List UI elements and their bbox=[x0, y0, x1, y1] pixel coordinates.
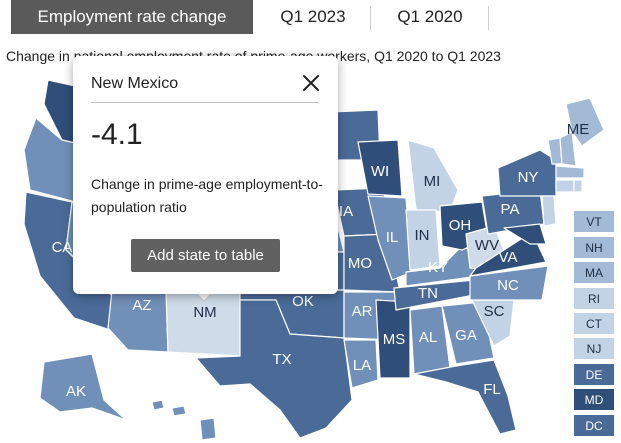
side-box-dc[interactable]: DC bbox=[574, 415, 614, 436]
state-az[interactable] bbox=[107, 289, 169, 353]
state-ny[interactable] bbox=[497, 149, 557, 197]
state-va[interactable] bbox=[469, 231, 547, 277]
state-ak[interactable] bbox=[39, 353, 127, 421]
state-popup: New Mexico -4.1 Change in prime-age empl… bbox=[73, 56, 338, 294]
tab-divider bbox=[488, 6, 489, 30]
close-icon[interactable] bbox=[301, 73, 321, 93]
state-in[interactable] bbox=[405, 209, 441, 271]
side-box-de[interactable]: DE bbox=[574, 364, 614, 385]
state-ct[interactable] bbox=[555, 179, 575, 193]
state-nc[interactable] bbox=[469, 265, 549, 301]
side-box-md[interactable]: MD bbox=[574, 389, 614, 410]
tab-bar: Employment rate change Q1 2023 Q1 2020 bbox=[0, 0, 621, 36]
state-me[interactable] bbox=[565, 97, 605, 147]
label-hi: HI bbox=[179, 423, 194, 440]
tab-employment-rate-change[interactable]: Employment rate change bbox=[11, 0, 253, 34]
state-hi-3[interactable] bbox=[199, 417, 217, 441]
state-wi[interactable] bbox=[357, 139, 403, 197]
state-nj[interactable] bbox=[541, 195, 557, 227]
popup-value: -4.1 bbox=[91, 118, 143, 151]
state-ri[interactable] bbox=[573, 179, 583, 193]
state-fl[interactable] bbox=[413, 359, 517, 435]
state-ma[interactable] bbox=[555, 165, 585, 179]
popup-state-name: New Mexico bbox=[91, 75, 179, 92]
add-state-to-table-button[interactable]: Add state to table bbox=[131, 239, 280, 272]
tab-q1-2020[interactable]: Q1 2020 bbox=[397, 7, 463, 26]
state-mi[interactable] bbox=[407, 139, 459, 213]
state-hi-2[interactable] bbox=[171, 405, 187, 417]
popup-divider bbox=[91, 102, 319, 103]
state-tx[interactable] bbox=[195, 299, 353, 439]
tab-q1-2023[interactable]: Q1 2023 bbox=[280, 7, 346, 26]
state-la[interactable] bbox=[343, 339, 379, 389]
state-hi-1[interactable] bbox=[151, 399, 165, 411]
state-il[interactable] bbox=[367, 195, 413, 281]
side-box-ma[interactable]: MA bbox=[574, 262, 614, 283]
state-nh[interactable] bbox=[559, 131, 577, 167]
side-box-nj[interactable]: NJ bbox=[574, 338, 614, 359]
popup-description: Change in prime-age employment-to-popula… bbox=[91, 176, 323, 215]
state-ms[interactable] bbox=[375, 299, 411, 379]
side-box-nh[interactable]: NH bbox=[574, 237, 614, 258]
state-md[interactable] bbox=[503, 223, 547, 245]
side-box-vt[interactable]: VT bbox=[574, 211, 614, 232]
side-box-ri[interactable]: RI bbox=[574, 288, 614, 309]
tab-divider bbox=[370, 6, 371, 30]
side-box-ct[interactable]: CT bbox=[574, 313, 614, 334]
